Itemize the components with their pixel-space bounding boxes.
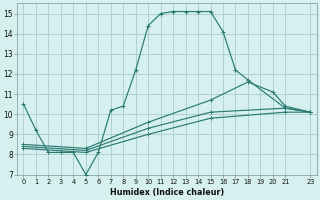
X-axis label: Humidex (Indice chaleur): Humidex (Indice chaleur) — [110, 188, 224, 197]
